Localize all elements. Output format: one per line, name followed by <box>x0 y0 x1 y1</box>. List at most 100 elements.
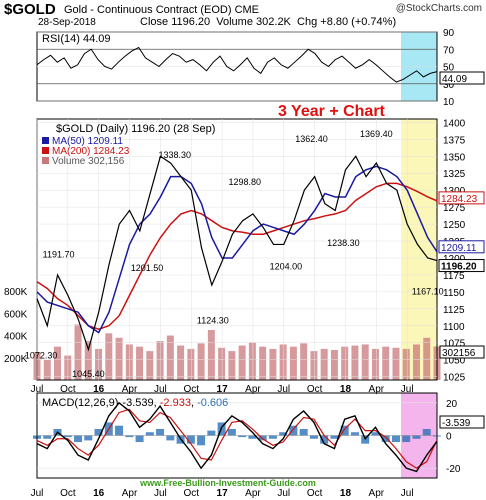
macd-legend: MACD(12,26,9) -3.539, -2.933, -0.606 <box>42 397 228 409</box>
macd-histogram-bar <box>156 428 165 436</box>
instrument-name: Gold - Continuous Contract (EOD) CME <box>64 4 259 16</box>
volume-bar <box>248 342 256 380</box>
macd-histogram-bar <box>84 435 93 441</box>
macd-histogram-bar <box>248 435 257 439</box>
price-callout-label: 1298.80 <box>228 177 261 187</box>
legend-swatch <box>42 157 49 164</box>
legend-label: Volume 302,156 <box>52 156 125 167</box>
macd-histogram-bar <box>43 435 52 439</box>
macd-histogram-bar <box>207 430 216 436</box>
x-axis-label: 17 <box>217 488 229 499</box>
legend-label: MA(50) 1209.11 <box>52 136 123 147</box>
volume-bar <box>351 345 359 380</box>
volume-bar <box>54 346 62 380</box>
legend-swatch <box>42 147 49 154</box>
volume-bar <box>156 341 164 380</box>
macd-histogram-bar <box>125 435 134 438</box>
price-callout-label: 1191.70 <box>43 250 75 260</box>
price-tick-label: 1325 <box>443 169 466 180</box>
volume-bar <box>115 337 123 380</box>
macd-histogram-bar <box>238 435 247 438</box>
annotation-title: 3 Year + Chart <box>278 103 386 120</box>
x-axis-label: 16 <box>93 488 105 499</box>
macd-tick-label: 20 <box>446 399 458 410</box>
volume-bar <box>392 347 400 380</box>
x-axis-label: Apr <box>245 488 261 499</box>
x-axis-label: Apr <box>245 384 261 395</box>
price-line <box>36 155 438 352</box>
volume-bar <box>412 344 420 380</box>
macd-histogram-bar <box>330 435 339 439</box>
x-axis-label: Jul <box>154 384 167 395</box>
price-callout-label: 1238.30 <box>327 238 360 248</box>
macd-histogram-bar <box>279 432 288 436</box>
x-axis-label: Jul <box>31 384 44 395</box>
volume-bar <box>84 341 92 380</box>
volume-bar <box>382 346 390 380</box>
macd-tick-label: -20 <box>446 464 461 475</box>
x-axis-label: Jul <box>277 384 290 395</box>
price-tick-label: 1075 <box>443 339 466 350</box>
volume-bar <box>279 344 287 380</box>
volume-bar <box>43 360 51 380</box>
x-axis-label: Oct <box>183 488 199 499</box>
macd-legend-macd: -3.539 <box>122 397 153 409</box>
rsi-tick-label: 90 <box>443 28 455 39</box>
volume-bar <box>238 345 246 380</box>
macd-legend-sep1: , <box>154 397 160 409</box>
volume-tick-label: 200K <box>4 354 28 365</box>
rsi-panel: 90 70 50 30 10 RSI(14) 44.09 44.09 <box>36 28 485 108</box>
price-right-label-box <box>438 240 485 254</box>
macd-histogram-bar <box>289 425 298 436</box>
rsi-tick-label: 70 <box>443 45 455 56</box>
macd-line <box>36 401 438 473</box>
price-tick-label: 1150 <box>443 288 465 299</box>
ma50-line <box>36 165 438 334</box>
macd-histogram-bar <box>186 435 195 444</box>
macd-legend-hist: -0.606 <box>197 397 228 409</box>
legend-label: MA(200) 1284.23 <box>52 146 130 157</box>
macd-histogram-bar <box>135 435 144 443</box>
price-right-label: 1196.20 <box>441 262 477 273</box>
close-label: Close <box>140 16 169 28</box>
price-callout-label: 1204.00 <box>270 261 303 271</box>
change-label: Chg <box>297 16 318 28</box>
price-right-label-box <box>438 191 485 205</box>
volume-bar <box>300 343 308 380</box>
volume-value: 302.2K <box>256 16 291 28</box>
rsi-value-box <box>439 71 485 85</box>
volume-bar <box>320 348 328 380</box>
price-highlight <box>401 119 437 380</box>
volume-value-label: 302156 <box>442 348 476 359</box>
macd-histogram-bar <box>227 428 236 436</box>
price-callout-label: 1369.40 <box>360 129 393 139</box>
volume-bar <box>341 346 349 380</box>
macd-histogram-bar <box>402 435 411 443</box>
change-value: +8.80 (+0.74%) <box>320 16 397 28</box>
price-tick-label: 1375 <box>443 135 466 146</box>
macd-histogram-bar <box>63 435 72 438</box>
price-tick-label: 1175 <box>443 271 465 282</box>
legend-swatch <box>42 137 49 144</box>
watermark[interactable]: www.Free-Bullion-Investment-Guide.com <box>139 478 316 488</box>
x-axis-label: Jul <box>401 488 414 499</box>
price-callout-label: 1362.40 <box>295 134 328 144</box>
price-callout-label: 1167.10 <box>412 286 444 296</box>
x-axis-label: Apr <box>369 488 385 499</box>
rsi-tick-label: 10 <box>443 97 455 108</box>
volume-bar <box>105 333 113 380</box>
rsi-tick-label: 50 <box>443 63 455 74</box>
rsi-line <box>36 46 438 83</box>
macd-legend-params: MACD(12,26,9) <box>42 397 118 409</box>
chart-date: 28-Sep-2018 <box>38 17 96 28</box>
price-callout-label: 1124.30 <box>197 315 229 325</box>
quote-summary: Close 1196.20 Volume 302.2K Chg +8.80 (+… <box>140 16 396 28</box>
x-axis-label: Apr <box>122 384 138 395</box>
macd-histogram-bar <box>412 435 421 439</box>
macd-histogram-bar <box>145 432 154 436</box>
x-axis-label: Oct <box>60 384 76 395</box>
volume-bar <box>228 351 236 380</box>
price-tick-label: 1100 <box>443 322 465 333</box>
stockcharts-logo[interactable]: @StockCharts.com <box>395 3 482 14</box>
price-tick-label: 1250 <box>443 220 466 231</box>
